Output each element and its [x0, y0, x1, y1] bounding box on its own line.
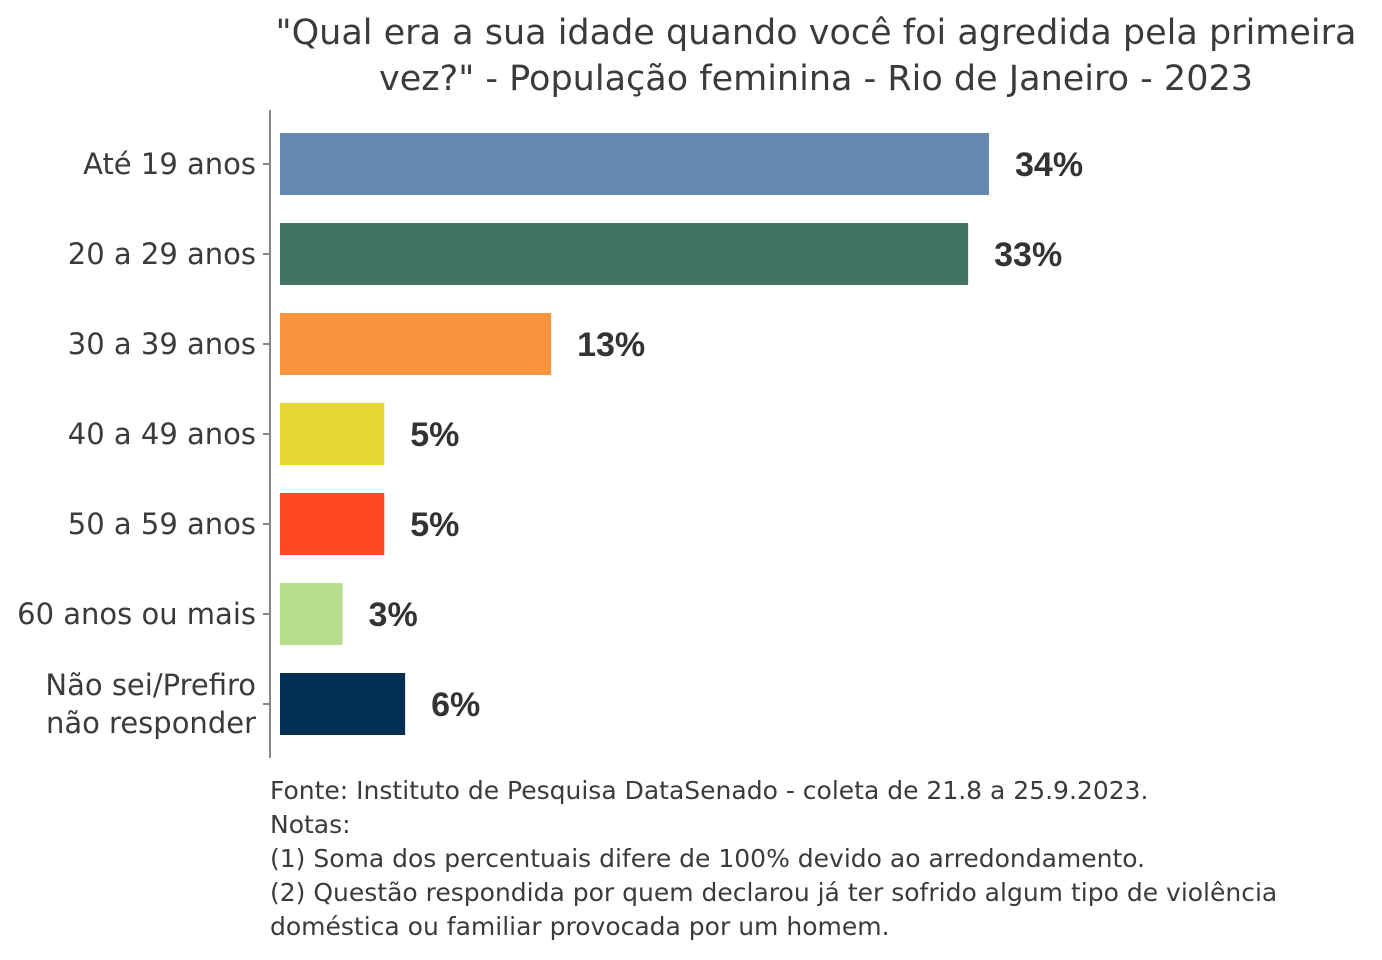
footnote-note-2-continued: doméstica ou familiar provocada por um h… [270, 912, 890, 941]
category-label-line: 50 a 59 anos [68, 507, 256, 541]
category-label: 40 a 49 anos [68, 417, 256, 451]
category-label-line: 40 a 49 anos [68, 417, 256, 451]
category-label-line: Não sei/Prefiro [45, 668, 256, 702]
chart-title: "Qual era a sua idade quando você foi ag… [270, 10, 1362, 102]
value-label: 13% [577, 326, 645, 364]
category-label: 30 a 39 anos [68, 327, 256, 361]
bar [280, 403, 385, 465]
footnote-note-1: (1) Soma dos percentuais difere de 100% … [270, 844, 1146, 873]
bar [280, 223, 969, 285]
category-label: Não sei/Prefiro não responder [45, 668, 256, 740]
value-label: 5% [410, 506, 459, 544]
category-label-line: não responder [46, 706, 256, 740]
value-label: 34% [1015, 146, 1083, 184]
category-label-line: Até 19 anos [83, 147, 256, 181]
category-label-line: 60 anos ou mais [17, 597, 256, 631]
bar [280, 583, 343, 645]
value-label: 6% [431, 686, 480, 724]
bar [280, 493, 385, 555]
category-label-line: 30 a 39 anos [68, 327, 256, 361]
value-label: 33% [994, 236, 1062, 274]
bar [280, 313, 552, 375]
footnote-notes-heading: Notas: [270, 810, 351, 839]
footnote-note-2: (2) Questão respondida por quem declarou… [270, 878, 1278, 907]
value-label: 5% [410, 416, 459, 454]
bar [280, 133, 989, 195]
footnote-source: Fonte: Instituto de Pesquisa DataSenado … [270, 776, 1149, 805]
footnote: Fonte: Instituto de Pesquisa DataSenado … [270, 774, 1370, 944]
chart-title-line-1: "Qual era a sua idade quando você foi ag… [275, 13, 1357, 53]
category-label: 50 a 59 anos [68, 507, 256, 541]
category-label: 20 a 29 anos [68, 237, 256, 271]
value-label: 3% [369, 596, 418, 634]
bar [280, 673, 406, 735]
category-label: Até 19 anos [83, 147, 256, 181]
chart-title-line-2: vez?" - População feminina - Rio de Jane… [379, 59, 1253, 99]
category-label-line: 20 a 29 anos [68, 237, 256, 271]
category-label: 60 anos ou mais [17, 597, 256, 631]
